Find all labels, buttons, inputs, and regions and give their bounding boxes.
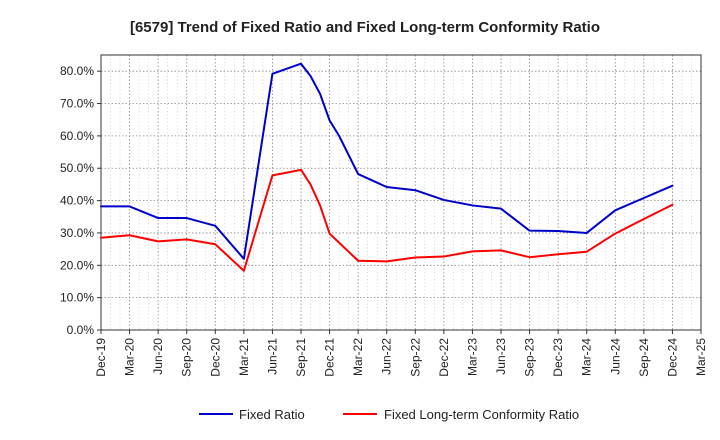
x-tick-label: Jun-23	[494, 338, 508, 375]
series-line-fixed-ratio	[100, 62, 674, 260]
y-tick-label: 50.0%	[60, 161, 94, 175]
x-tick-label: Dec-24	[665, 338, 679, 377]
x-tick-label: Dec-22	[437, 338, 451, 377]
legend-label: Fixed Ratio	[239, 407, 305, 422]
x-tick-label: Dec-19	[94, 338, 108, 377]
x-tick-label: Jun-21	[265, 338, 279, 375]
chart-title: [6579] Trend of Fixed Ratio and Fixed Lo…	[130, 19, 600, 36]
x-tick-label: Mar-23	[465, 338, 479, 376]
plot-frame	[100, 54, 702, 331]
x-tick-label: Dec-21	[323, 338, 337, 377]
y-tick-label: 20.0%	[60, 258, 94, 272]
x-tick-label: Sep-20	[180, 338, 194, 377]
x-tick-label: Dec-20	[208, 338, 222, 377]
x-tick-label: Sep-23	[523, 338, 537, 377]
x-tick-label: Mar-24	[580, 338, 594, 376]
x-tick-label: Sep-22	[408, 338, 422, 377]
x-tick-label: Jun-20	[151, 338, 165, 375]
legend-label: Fixed Long-term Conformity Ratio	[384, 407, 579, 422]
y-tick-label: 40.0%	[60, 194, 94, 208]
x-tick-label: Sep-21	[294, 338, 308, 377]
x-tick-label: Jun-22	[380, 338, 394, 375]
x-tick-label: Sep-24	[637, 338, 651, 377]
y-tick-label: 0.0%	[67, 323, 95, 337]
y-tick-label: 30.0%	[60, 226, 94, 240]
y-tick-label: 10.0%	[60, 291, 94, 305]
series-line-fixed-long-term-conformity-ratio	[100, 168, 674, 272]
x-tick-label: Dec-23	[551, 338, 565, 377]
x-tick-label: Mar-21	[237, 338, 251, 376]
x-tick-label: Mar-25	[694, 338, 708, 376]
x-tick-label: Mar-22	[351, 338, 365, 376]
x-tick-label: Mar-20	[123, 338, 137, 376]
x-tick-label: Jun-24	[608, 338, 622, 375]
plot-area	[101, 55, 701, 330]
y-tick-label: 70.0%	[60, 97, 94, 111]
y-tick-label: 60.0%	[60, 129, 94, 143]
y-tick-label: 80.0%	[60, 64, 94, 78]
